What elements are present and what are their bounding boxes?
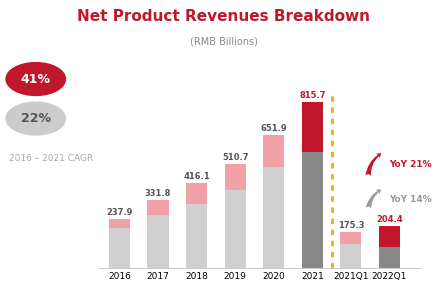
Bar	[186, 183, 207, 204]
Bar	[340, 232, 362, 244]
Text: 204.4: 204.4	[376, 215, 403, 224]
Text: YoY 21%: YoY 21%	[389, 160, 432, 169]
Bar	[302, 152, 323, 268]
Bar	[263, 167, 284, 268]
Text: 41%: 41%	[21, 73, 51, 85]
Text: 237.9: 237.9	[106, 208, 133, 217]
Text: 815.7: 815.7	[299, 91, 325, 100]
Bar	[186, 204, 207, 268]
Text: 22%: 22%	[21, 112, 51, 125]
Bar	[224, 190, 246, 268]
Bar	[109, 228, 130, 268]
Text: (RMB Billions): (RMB Billions)	[190, 36, 257, 47]
Text: 175.3: 175.3	[337, 221, 364, 230]
Bar	[109, 219, 130, 228]
Text: Net Product Revenues Breakdown: Net Product Revenues Breakdown	[77, 9, 370, 24]
Ellipse shape	[6, 63, 65, 95]
Bar	[302, 102, 323, 152]
Text: 651.9: 651.9	[261, 124, 287, 133]
Text: 331.8: 331.8	[145, 189, 171, 198]
Ellipse shape	[6, 102, 65, 135]
Bar	[379, 226, 400, 247]
Bar	[148, 215, 169, 268]
Text: YoY 14%: YoY 14%	[389, 195, 432, 204]
Bar	[224, 164, 246, 190]
Bar	[379, 247, 400, 268]
Text: 2016 – 2021 CAGR: 2016 – 2021 CAGR	[9, 154, 93, 163]
Bar	[263, 135, 284, 167]
Bar	[148, 200, 169, 215]
Bar	[340, 244, 362, 268]
Text: 416.1: 416.1	[183, 172, 210, 181]
Text: 510.7: 510.7	[222, 153, 249, 162]
Legend: General Merchandise Revenues, Electronics and Home Appliance Revenues: General Merchandise Revenues, Electronic…	[59, 302, 383, 304]
